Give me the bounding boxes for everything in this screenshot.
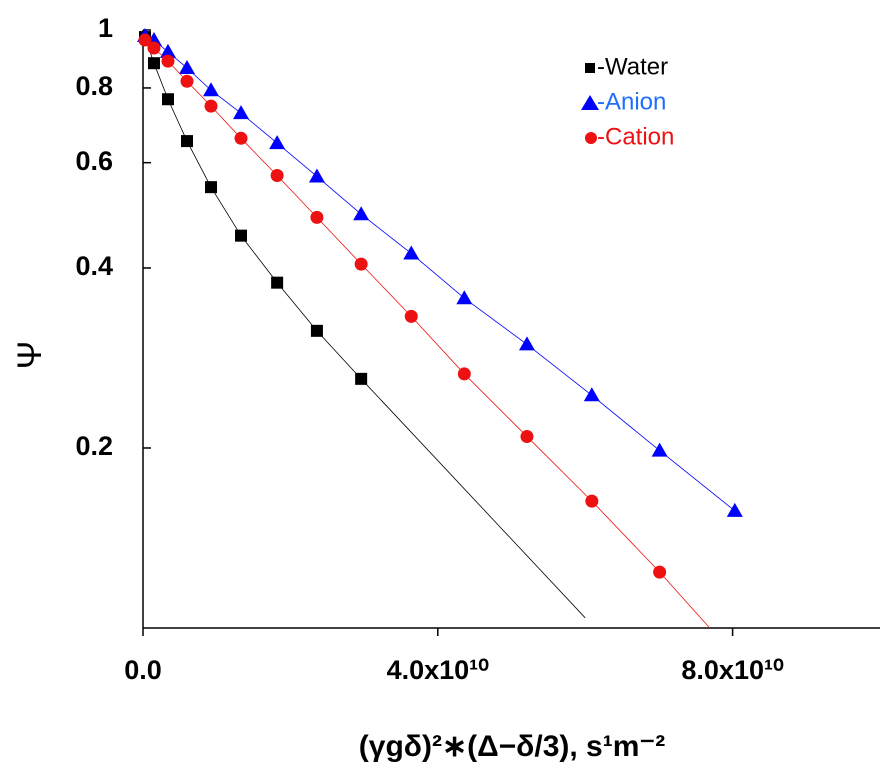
legend-label: -Cation bbox=[597, 123, 674, 150]
point bbox=[585, 494, 599, 508]
point bbox=[310, 210, 324, 224]
x-tick-label: 4.0x10¹⁰ bbox=[387, 655, 490, 685]
point bbox=[355, 372, 368, 385]
legend-marker bbox=[581, 95, 599, 110]
point bbox=[180, 135, 193, 148]
legend-label: -Water bbox=[597, 53, 668, 80]
point bbox=[159, 43, 176, 58]
point bbox=[178, 59, 195, 74]
point bbox=[271, 276, 284, 289]
point bbox=[726, 502, 743, 517]
point bbox=[161, 54, 175, 68]
point bbox=[457, 367, 471, 381]
point bbox=[403, 245, 420, 260]
point bbox=[233, 105, 250, 120]
y-tick-label: 0.8 bbox=[75, 71, 113, 101]
legend-marker bbox=[585, 132, 597, 144]
point bbox=[456, 290, 473, 305]
point bbox=[520, 430, 534, 444]
fit-line bbox=[144, 36, 362, 380]
point bbox=[518, 336, 535, 351]
point bbox=[308, 168, 325, 183]
point bbox=[353, 206, 370, 221]
point bbox=[651, 442, 668, 457]
y-tick-label: 1 bbox=[98, 13, 113, 43]
fit-line bbox=[360, 378, 586, 619]
x-tick-label: 0.0 bbox=[124, 655, 162, 685]
point bbox=[354, 257, 368, 271]
point bbox=[653, 565, 667, 579]
y-tick-label: 0.4 bbox=[75, 251, 113, 281]
point bbox=[204, 99, 218, 113]
point bbox=[269, 135, 286, 150]
point bbox=[270, 169, 284, 183]
point bbox=[205, 181, 218, 194]
point bbox=[583, 387, 600, 402]
point bbox=[235, 229, 248, 242]
point bbox=[203, 82, 220, 97]
point bbox=[147, 57, 160, 70]
y-tick-label: 0.2 bbox=[75, 431, 113, 461]
legend-label: -Anion bbox=[597, 88, 666, 115]
x-axis-label: (γgδ)²∗(Δ−δ/3), s¹m⁻² bbox=[359, 730, 665, 763]
point bbox=[147, 41, 161, 55]
fit-line bbox=[659, 571, 711, 629]
point bbox=[234, 131, 248, 145]
y-tick-label: 0.6 bbox=[75, 146, 113, 176]
y-axis-label: Ψ bbox=[11, 341, 49, 369]
point bbox=[404, 309, 418, 323]
x-tick-label: 8.0x10¹⁰ bbox=[681, 655, 784, 685]
fit-line bbox=[144, 39, 660, 573]
point bbox=[310, 324, 323, 337]
point bbox=[138, 33, 152, 47]
legend-marker bbox=[585, 63, 595, 73]
point bbox=[161, 93, 174, 106]
point bbox=[180, 74, 194, 88]
